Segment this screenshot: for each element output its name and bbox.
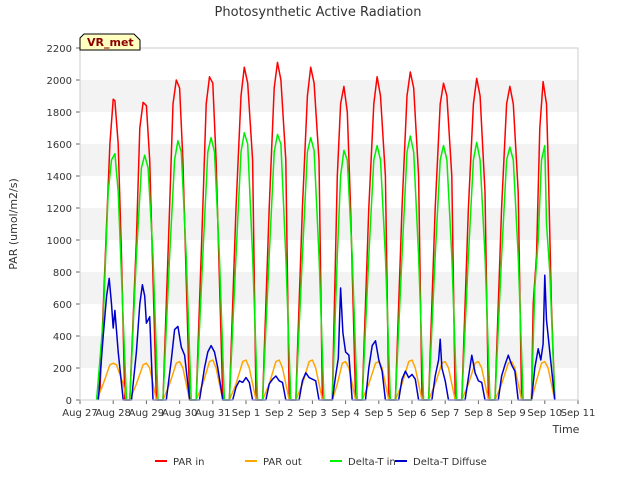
plot-background-bands <box>80 80 578 368</box>
x-tick-label: Aug 31 <box>195 408 230 419</box>
y-tick-label: 1000 <box>47 236 72 247</box>
x-tick-label: Aug 29 <box>129 408 164 419</box>
y-tick-label: 2200 <box>47 44 72 55</box>
chart-title: Photosynthetic Active Radiation <box>215 5 422 20</box>
grid-band <box>80 80 578 112</box>
grid-band <box>80 336 578 368</box>
y-tick-label: 200 <box>53 364 72 375</box>
x-tick-label: Sep 9 <box>497 408 525 419</box>
x-tick-label: Sep 1 <box>232 408 260 419</box>
x-tick-label: Sep 2 <box>265 408 293 419</box>
x-axis-label: Time <box>552 423 580 436</box>
grid-band <box>80 272 578 304</box>
y-axis-label: PAR (umol/m2/s) <box>7 178 20 270</box>
legend: PAR in PAR out Delta-T in Delta-T Diffuse <box>155 457 487 468</box>
x-tick-label: Aug 30 <box>162 408 197 419</box>
legend-label: PAR in <box>173 457 204 468</box>
x-tick-label: Sep 7 <box>431 408 459 419</box>
legend-label: Delta-T in <box>348 457 396 468</box>
y-tick-label: 400 <box>53 332 72 343</box>
y-tick-label: 1600 <box>47 140 72 151</box>
y-tick-label: 1800 <box>47 108 72 119</box>
x-tick-label: Sep 5 <box>365 408 393 419</box>
y-tick-label: 800 <box>53 268 72 279</box>
y-axis-ticks: 0 200 400 600 800 1000 1200 1400 1600 1800 2000 220… <box>47 44 80 407</box>
x-tick-label: Sep 8 <box>464 408 492 419</box>
x-tick-label: Sep 10 <box>527 408 562 419</box>
site-badge-label: VR_met <box>87 36 134 49</box>
y-tick-label: 0 <box>66 396 72 407</box>
legend-label: Delta-T Diffuse <box>413 457 487 468</box>
y-tick-label: 600 <box>53 300 72 311</box>
plot-frame <box>79 47 579 401</box>
x-tick-label: Sep 11 <box>561 408 596 419</box>
grid-band <box>80 144 578 176</box>
y-tick-label: 1400 <box>47 172 72 183</box>
x-tick-label: Sep 4 <box>331 408 359 419</box>
x-tick-label: Sep 6 <box>398 408 426 419</box>
x-tick-label: Aug 28 <box>95 408 130 419</box>
grid-band <box>80 208 578 240</box>
y-tick-label: 2000 <box>47 76 72 87</box>
legend-label: PAR out <box>263 457 302 468</box>
site-badge-shape <box>79 33 141 51</box>
x-tick-label: Sep 3 <box>298 408 326 419</box>
x-tick-label: Aug 27 <box>62 408 97 419</box>
site-badge: VR_met <box>79 33 141 51</box>
y-tick-label: 1200 <box>47 204 72 215</box>
